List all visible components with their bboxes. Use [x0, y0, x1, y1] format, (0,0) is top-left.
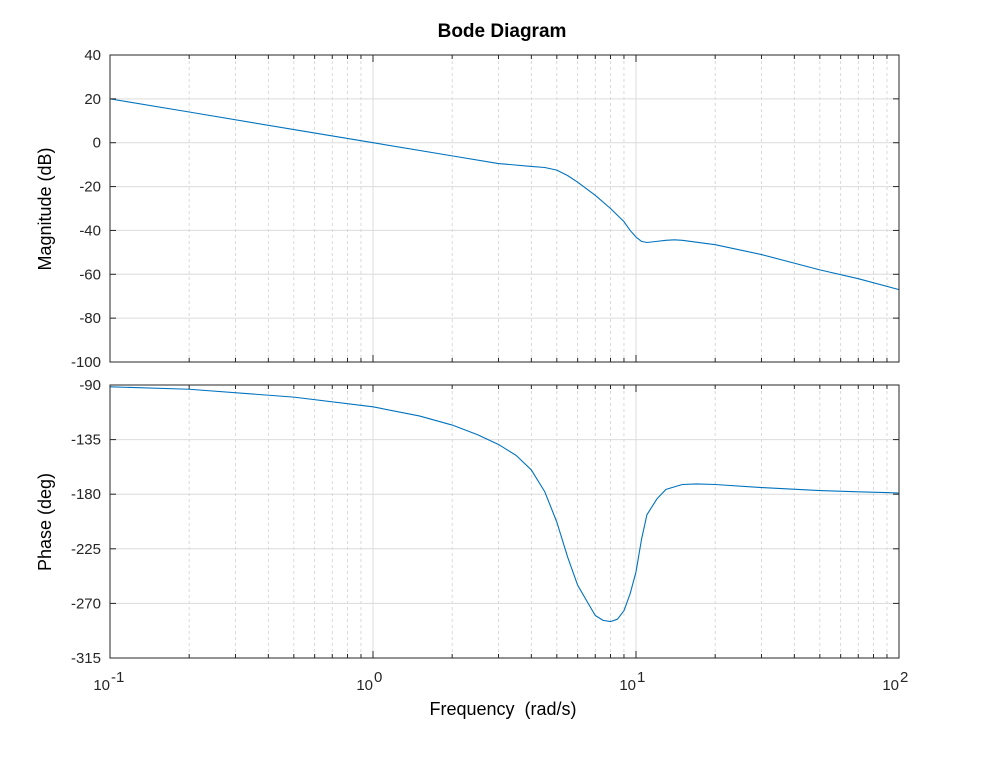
y-tick-label: -90 [79, 377, 101, 394]
phase-curve [109, 386, 900, 623]
y-axis-label-magnitude: Magnitude (dB) [35, 147, 55, 270]
x-tick-label: 10 0 [356, 669, 382, 694]
y-tick-label: -315 [71, 650, 101, 667]
x-tick-base: 10 [619, 677, 636, 694]
magnitude-y-ticks: 40 20 0 -20 -40 -60 -80 -100 [71, 47, 101, 371]
y-tick-label: 20 [84, 91, 101, 108]
y-tick-label: 40 [84, 47, 101, 64]
phase-grid [110, 384, 899, 659]
axes-box [109, 54, 900, 363]
y-tick-label: 0 [93, 135, 101, 152]
y-tick-label: -60 [79, 266, 101, 283]
axes-box [109, 384, 900, 659]
magnitude-frame [109, 54, 900, 363]
x-tick-base: 10 [882, 677, 899, 694]
series-line [109, 386, 900, 623]
magnitude-grid [110, 54, 899, 363]
x-tick-label: 10 1 [619, 669, 645, 694]
y-tick-label: -80 [79, 310, 101, 327]
x-tick-label: 10 2 [882, 669, 908, 694]
y-tick-label: -100 [71, 354, 101, 371]
y-tick-label: -20 [79, 179, 101, 196]
x-tick-exponent: 0 [374, 669, 382, 686]
y-axis-label-phase: Phase (deg) [35, 473, 55, 571]
series-line [109, 98, 900, 291]
phase-axes: -90 -135 -180 -225 -270 -315 [71, 377, 900, 667]
y-tick-label: -180 [71, 486, 101, 503]
y-tick-label: -270 [71, 595, 101, 612]
chart-title: Bode Diagram [438, 21, 567, 42]
x-tick-exponent: -1 [111, 669, 124, 686]
magnitude-axes: 40 20 0 -20 -40 -60 -80 -100 [71, 47, 900, 371]
y-tick-label: -40 [79, 222, 101, 239]
x-axis-label: Frequency (rad/s) [429, 699, 576, 719]
y-tick-label: -135 [71, 432, 101, 449]
frequency-x-ticks: 10 -1 10 0 10 1 10 2 [93, 669, 908, 694]
x-tick-base: 10 [356, 677, 373, 694]
x-tick-exponent: 1 [637, 669, 645, 686]
y-tick-label: -225 [71, 541, 101, 558]
magnitude-curve [109, 98, 900, 291]
x-tick-label: 10 -1 [93, 669, 124, 694]
x-tick-exponent: 2 [900, 669, 908, 686]
x-tick-base: 10 [93, 677, 110, 694]
phase-frame [109, 384, 900, 659]
phase-y-ticks: -90 -135 -180 -225 -270 -315 [71, 377, 101, 667]
